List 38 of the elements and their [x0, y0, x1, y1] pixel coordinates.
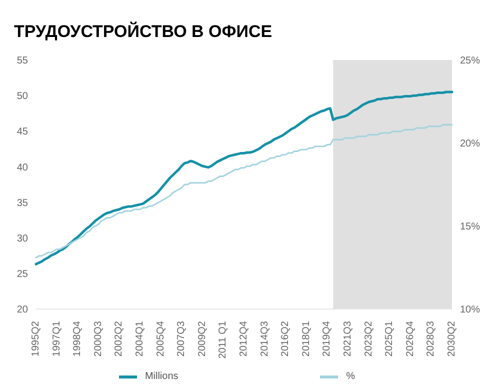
line-series	[34, 90, 454, 266]
y-tick-label: 55	[16, 56, 28, 67]
x-tick-label: 2014Q3	[259, 320, 270, 357]
y-tick-label: 20	[16, 304, 28, 316]
x-tick-label: 1997Q1	[51, 320, 62, 357]
y-tick-label: 50	[16, 91, 28, 102]
y-tick-label: 45	[16, 126, 28, 138]
x-tick-label: 2028Q3	[426, 320, 437, 357]
line-series	[35, 124, 453, 258]
x-tick-label: 2000Q3	[92, 320, 104, 357]
x-tick-label: 2009Q2	[196, 320, 208, 357]
y-tick-label: 30	[16, 233, 28, 244]
x-tick-label: 2019Q4	[322, 320, 333, 357]
x-tick-label: 2016Q2	[280, 320, 292, 357]
x-tick-label: 2030Q2	[446, 320, 458, 357]
x-tick-label: 2018Q1	[300, 320, 312, 357]
x-tick-label: 2011 Q1	[218, 320, 229, 359]
chart-title: ТРУДОУСТРОЙСТВО В ОФИСЕ	[13, 20, 274, 43]
x-tick-label: 2026Q4	[404, 320, 416, 357]
y-tick-label: 40	[16, 162, 28, 174]
x-tick-label: 2007Q3	[176, 320, 188, 357]
y2-tick-label: 10%	[460, 304, 480, 316]
x-tick-label: 2002Q2	[114, 320, 125, 357]
x-tick-label: 2004Q1	[134, 320, 146, 357]
y-tick-label: 25	[16, 268, 28, 280]
y2-tick-label: 20%	[460, 138, 480, 150]
legend-label: %	[346, 371, 356, 382]
legend-label: Millions	[144, 371, 178, 382]
x-tick-label: 1995Q2	[30, 320, 42, 357]
x-tick-label: 2025Q1	[384, 320, 396, 357]
x-tick-label: 1998Q4	[72, 320, 84, 357]
x-tick-label: 2023Q2	[363, 320, 374, 357]
y2-tick-label: 15%	[460, 222, 480, 233]
x-tick-label: 2012Q4	[238, 320, 250, 357]
y2-tick-label: 25%	[460, 56, 480, 67]
x-tick-label: 2005Q4	[155, 320, 166, 357]
x-tick-label: 2021Q3	[342, 320, 354, 357]
y-tick-label: 35	[16, 198, 28, 209]
